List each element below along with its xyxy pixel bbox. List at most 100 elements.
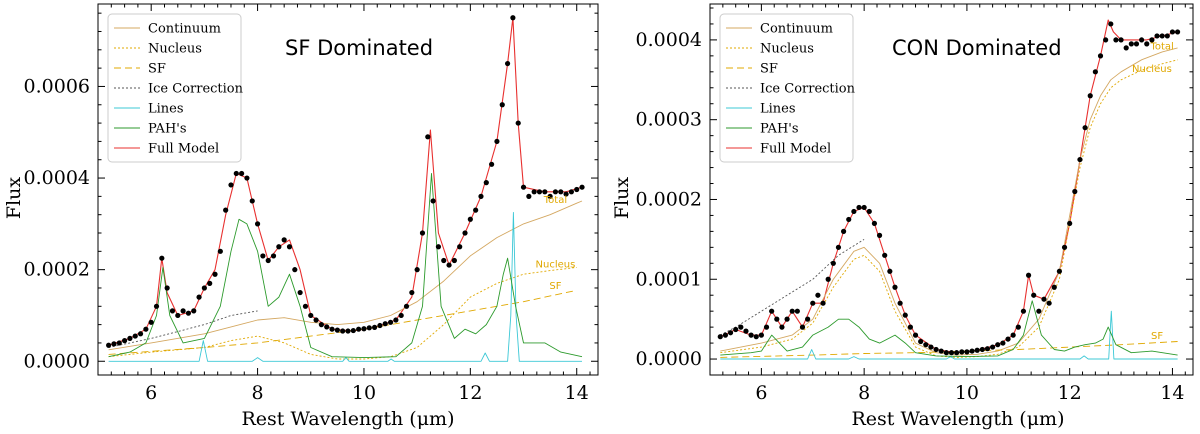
data-point [239,170,245,177]
data-point [1092,69,1098,75]
series-line-ice-correction [720,239,865,336]
data-point [918,338,924,345]
data-point [531,189,537,195]
legend-entry-label: PAH's [760,122,799,137]
data-point [334,327,340,333]
data-point [457,244,463,250]
data-point [297,289,303,296]
data-point [882,252,888,258]
data-point [233,170,239,177]
legend-entry-label: Full Model [148,142,219,157]
x-tick-label: 14 [565,382,589,404]
chart-panel-con: 6 8 10 12 14 0.0000 0.0001 0.0002 0.0003 0.0004 To… [611,3,1194,430]
data-point [815,292,821,298]
x-tick-label: 10 [352,382,376,404]
data-point [430,198,436,204]
data-point [127,335,133,341]
data-point [722,332,729,338]
data-point [270,253,277,259]
data-point [1103,37,1109,43]
data-point [733,326,739,333]
data-point [441,257,447,264]
data-point [382,321,388,327]
data-point [260,253,266,259]
series-line-sf [108,289,577,355]
data-point [1108,21,1114,27]
data-point [223,207,229,213]
data-point [212,271,218,277]
data-point [1087,93,1093,99]
data-point [520,184,527,190]
data-point [1046,300,1052,306]
chart-title: CON Dominated [892,36,1062,60]
series-line-nucleus [720,59,1178,358]
data-point [318,322,325,328]
legend-box [107,13,242,163]
data-point [504,60,511,67]
data-point [201,285,207,291]
data-point [106,342,112,348]
data-point [856,204,862,211]
plot-area: 6 8 10 12 14 0.0000 0.0002 0.0004 0.0006 Total Nuc… [24,3,599,404]
x-tick-label: 10 [955,382,979,404]
data-point [473,207,479,213]
data-point [1144,41,1150,47]
data-point [1061,244,1068,250]
data-point [774,316,780,322]
data-point [132,333,138,339]
data-point [959,349,965,355]
data-point [1164,33,1170,39]
data-point [928,344,934,350]
data-point [1159,33,1165,39]
data-point [902,312,908,318]
data-point [324,324,330,330]
data-point [478,193,484,199]
data-point [1005,336,1011,342]
data-point [217,248,223,254]
data-point [738,324,744,330]
series-line-nucleus [108,266,577,360]
annotation-label: Total [1149,41,1173,52]
data-point [419,230,426,236]
x-tick-label: 12 [1058,382,1082,404]
data-point [574,186,580,193]
data-point [143,326,149,332]
data-point [907,324,913,330]
data-point [1128,41,1134,47]
data-point [345,328,351,334]
x-tick-label: 8 [858,382,870,404]
data-point [148,319,154,325]
legend-entry-label: Full Model [760,142,831,157]
data-point [743,328,749,334]
data-point [196,294,202,300]
data-point [515,120,521,126]
data-point [784,316,790,322]
data-point [1000,340,1006,346]
data-point [1174,29,1181,35]
data-point [552,189,559,195]
data-point [835,244,842,250]
data-point [536,189,543,195]
data-point [887,268,893,274]
data-point [568,189,575,195]
series-line-lines [108,211,582,362]
annotation-label: Nucleus [536,259,576,270]
data-point [111,341,117,347]
data-point [861,204,867,211]
data-point [579,184,585,190]
tick-marks [709,4,1193,376]
series-line-pah-s [108,173,583,359]
data-point [805,316,811,322]
annotation-label: SF [549,281,561,292]
y-tick-label: 0.0002 [24,259,90,281]
data-point [1123,45,1129,51]
data-point [820,300,826,306]
data-point [281,237,287,243]
legend-entry-label: Ice Correction [760,82,856,97]
data-point [1056,268,1063,274]
plot-frame [97,3,599,376]
chart-panel-sf: 6 8 10 12 14 0.0000 0.0002 0.0004 0.0006 Total Nuc… [3,3,599,430]
data-point [563,191,569,197]
data-point [763,324,770,330]
x-tick-label: 8 [252,382,264,404]
